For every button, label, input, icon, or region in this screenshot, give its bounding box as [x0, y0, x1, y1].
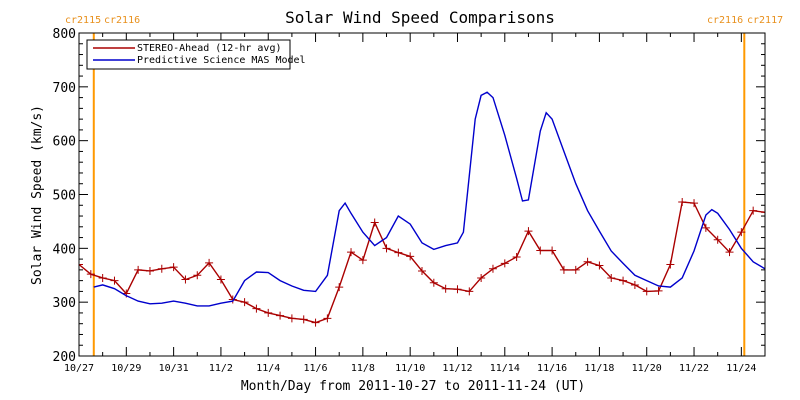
stereo-data-point — [216, 275, 225, 284]
stereo-data-point — [134, 265, 143, 274]
x-tick-label: 11/24 — [726, 363, 756, 374]
stereo-data-point — [465, 287, 474, 296]
stereo-data-point — [370, 218, 379, 227]
x-tick-label: 11/10 — [395, 363, 425, 374]
stereo-data-point — [193, 271, 202, 280]
stereo-data-point — [287, 314, 296, 323]
stereo-data-point — [701, 223, 710, 232]
x-tick-label: 11/16 — [537, 363, 567, 374]
axes-layer: 200 300 400 500 600 700 800 10/27 10/29 10/31 11/2… — [53, 27, 765, 374]
stereo-data-point — [559, 265, 568, 274]
cr-label-right-2: cr2117 — [747, 15, 783, 26]
stereo-data-point — [205, 258, 214, 267]
legend: STEREO-Ahead (12-hr avg) Predictive Scie… — [86, 39, 306, 70]
cr-label-left-1: cr2115 — [65, 15, 101, 26]
stereo-data-point — [607, 273, 616, 282]
stereo-data-point — [630, 280, 639, 289]
stereo-data-point — [749, 206, 758, 215]
y-tick-label: 700 — [53, 81, 76, 96]
legend-box — [86, 39, 291, 70]
x-tick-label: 11/14 — [490, 363, 520, 374]
stereo-data-point — [690, 199, 699, 208]
stereo-data-point — [382, 244, 391, 253]
cr-label-right-1: cr2116 — [707, 15, 743, 26]
x-tick-label: 11/2 — [209, 363, 233, 374]
stereo-data-point — [737, 228, 746, 237]
x-tick-label: 10/27 — [64, 363, 94, 374]
series-layer — [79, 91, 765, 327]
y-tick-label: 300 — [53, 296, 76, 311]
chart-title: Solar Wind Speed Comparisons — [285, 8, 555, 27]
stereo-data-point — [323, 314, 332, 323]
stereo-data-point — [240, 298, 249, 307]
legend-label-mas: Predictive Science MAS Model — [137, 55, 306, 66]
stereo-data-point — [583, 257, 592, 266]
stereo-data-point — [394, 248, 403, 257]
stereo-data-point — [311, 318, 320, 327]
stereo-data-point — [761, 208, 765, 217]
mas-model-line — [93, 91, 765, 307]
y-tick-label: 200 — [53, 350, 76, 365]
stereo-data-point — [453, 285, 462, 294]
x-axis-label: Month/Day from 2011-10-27 to 2011-11-24 … — [241, 379, 585, 394]
stereo-data-point — [536, 246, 545, 255]
y-tick-label: 400 — [53, 242, 76, 257]
stereo-ahead-line — [79, 201, 765, 324]
x-tick-label: 10/29 — [111, 363, 141, 374]
stereo-data-point — [157, 264, 166, 273]
y-tick-label: 600 — [53, 135, 76, 150]
stereo-data-point — [252, 304, 261, 313]
stereo-data-point — [500, 259, 509, 268]
stereo-data-point — [524, 227, 533, 236]
stereo-data-point — [181, 275, 190, 284]
stereo-data-point — [228, 295, 237, 304]
stereo-data-point — [713, 235, 722, 244]
x-tick-label: 11/12 — [442, 363, 472, 374]
stereo-data-point — [347, 248, 356, 257]
stereo-data-point — [264, 308, 273, 317]
stereo-data-point — [145, 266, 154, 275]
stereo-data-point — [488, 264, 497, 273]
stereo-data-point — [642, 287, 651, 296]
stereo-data-point — [98, 273, 107, 282]
stereo-data-point — [110, 276, 119, 285]
y-axis-label: Solar Wind Speed (km/s) — [30, 105, 45, 285]
stereo-data-point — [571, 265, 580, 274]
x-tick-label: 11/18 — [584, 363, 614, 374]
x-tick-label: 11/22 — [679, 363, 709, 374]
x-tick-label: 11/6 — [304, 363, 328, 374]
x-tick-label: 11/8 — [351, 363, 375, 374]
stereo-data-point — [619, 276, 628, 285]
stereo-data-point — [418, 266, 426, 275]
stereo-data-point — [429, 278, 438, 287]
stereo-data-point — [666, 260, 675, 269]
stereo-data-point — [477, 273, 486, 282]
cr-label-left-2: cr2116 — [104, 15, 140, 26]
stereo-data-point — [299, 315, 308, 324]
stereo-data-point — [86, 270, 95, 279]
legend-label-stereo: STEREO-Ahead (12-hr avg) — [137, 43, 282, 54]
stereo-data-point — [79, 260, 83, 269]
stereo-data-point — [276, 311, 285, 320]
stereo-data-point — [678, 198, 687, 207]
stereo-data-point — [335, 283, 344, 292]
y-tick-label: 800 — [53, 27, 76, 42]
plot-frame — [78, 32, 766, 357]
stereo-data-point — [548, 246, 557, 255]
stereo-data-point — [512, 252, 521, 261]
stereo-data-point — [595, 261, 604, 270]
stereo-data-point — [725, 248, 734, 257]
x-tick-label: 10/31 — [159, 363, 189, 374]
x-tick-label: 11/4 — [256, 363, 280, 374]
stereo-data-point — [358, 256, 367, 265]
stereo-data-point — [169, 263, 178, 272]
stereo-data-point — [441, 284, 450, 293]
stereo-data-point — [406, 252, 415, 261]
carrington-lines — [92, 33, 746, 356]
stereo-data-point — [654, 286, 663, 295]
y-tick-label: 500 — [53, 189, 76, 204]
x-tick-label: 11/20 — [632, 363, 662, 374]
